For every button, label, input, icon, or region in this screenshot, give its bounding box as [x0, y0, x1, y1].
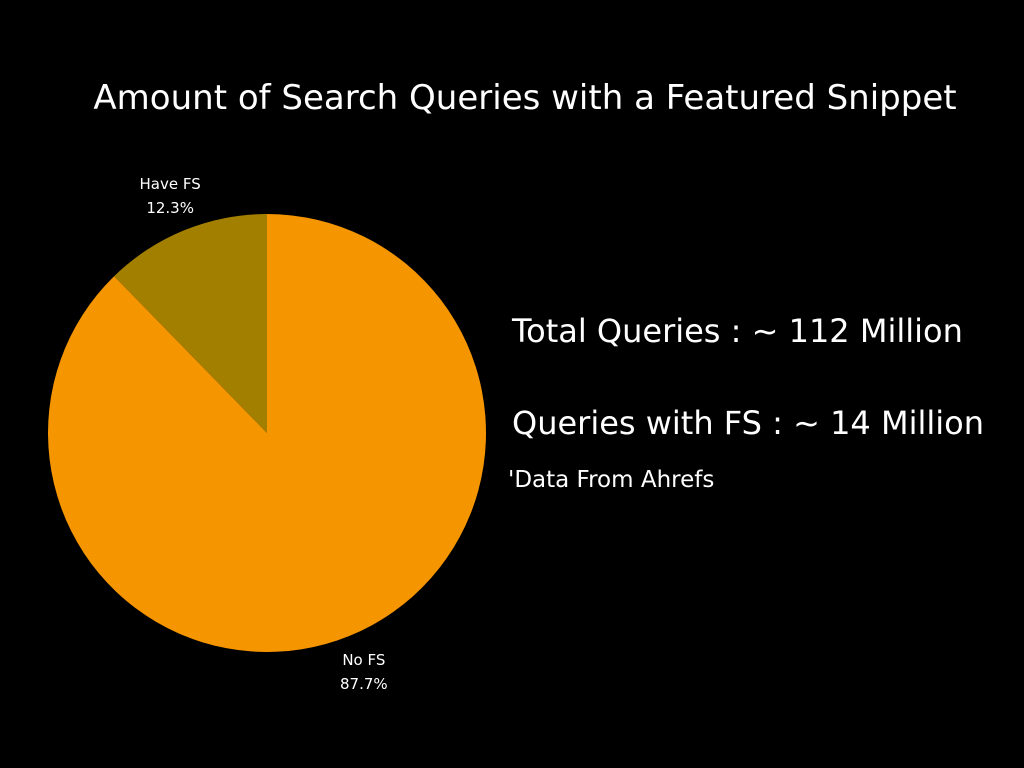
pie-slice-have-fs [114, 214, 267, 433]
pie-slice-no-fs [47, 214, 486, 652]
pie-label-label-have-fs: 12.3% [146, 199, 194, 217]
chart-title: Amount of Search Queries with a Featured… [93, 78, 957, 118]
pie-labels: Have FS 12.3% No FS 87.7% [140, 175, 388, 693]
total-queries-text: Total Queries : ~ 112 Million [512, 312, 963, 350]
queries-with-fs-text: Queries with FS : ~ 14 Million [512, 404, 984, 442]
pie-label-name-have-fs: Have FS [140, 175, 201, 193]
data-source-note: 'Data From Ahrefs [508, 467, 715, 493]
pie-label-name-no-fs: No FS [342, 651, 385, 669]
pie-slices [47, 214, 486, 652]
pie-label-label-no-fs: 87.7% [340, 675, 388, 693]
